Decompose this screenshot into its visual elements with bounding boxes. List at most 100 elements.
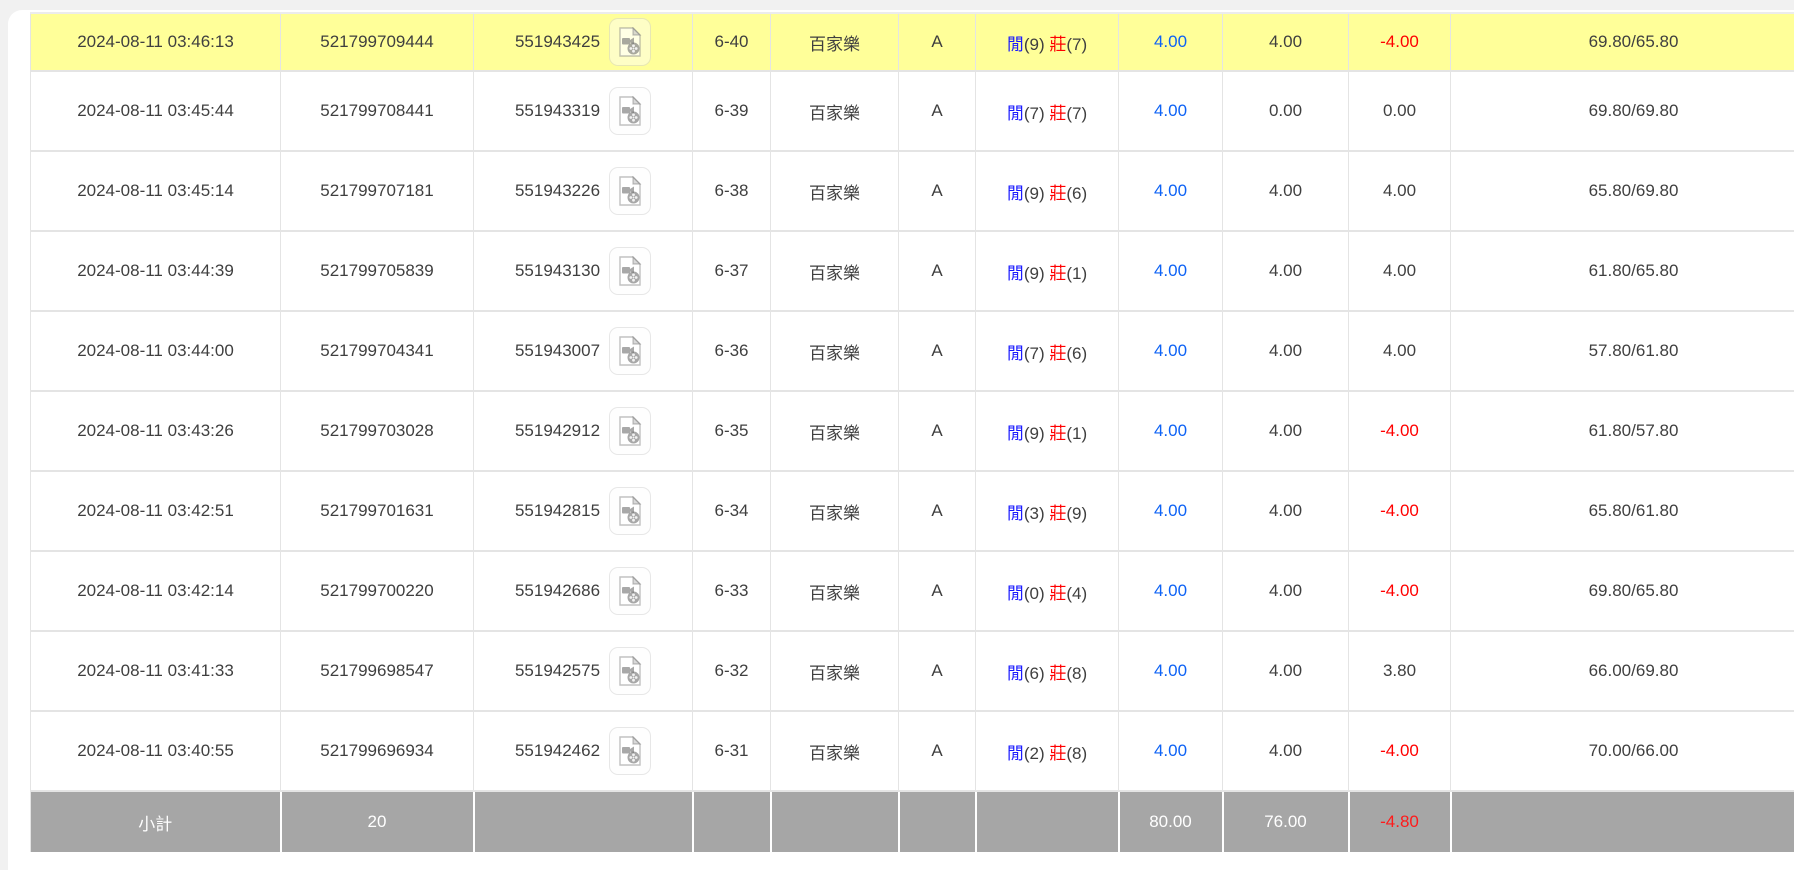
round-code: 6-33	[693, 551, 771, 631]
table-code: A	[899, 391, 976, 471]
player-label: 閒	[1007, 104, 1024, 123]
order-number: 521799703028	[281, 391, 474, 471]
video-file-icon	[618, 176, 642, 206]
round-code: 6-32	[693, 631, 771, 711]
balance: 57.80/61.80	[1451, 311, 1794, 391]
game-number: 551943130	[515, 261, 600, 281]
banker-label: 莊	[1049, 584, 1066, 603]
video-replay-button[interactable]	[609, 647, 651, 695]
round-code: 6-39	[693, 71, 771, 151]
game-number: 551943226	[515, 181, 600, 201]
valid-amount: 4.00	[1223, 631, 1349, 711]
player-points: (9)	[1024, 35, 1045, 54]
banker-points: (8)	[1066, 744, 1087, 763]
bet-time: 2024-08-11 03:46:13	[31, 13, 281, 71]
table-code: A	[899, 711, 976, 791]
video-replay-button[interactable]	[609, 247, 651, 295]
balance: 69.80/65.80	[1451, 551, 1794, 631]
video-file-icon	[618, 336, 642, 366]
banker-points: (1)	[1066, 424, 1087, 443]
result-cell: 閒(6) 莊(8)	[976, 631, 1119, 711]
game-type: 百家樂	[771, 391, 899, 471]
video-replay-button[interactable]	[609, 87, 651, 135]
player-label: 閒	[1007, 664, 1024, 683]
win-loss: -4.00	[1349, 551, 1451, 631]
table-row: 2024-08-11 03:42:14 521799700220 5519426…	[31, 551, 1794, 631]
summary-row-group: 小計 20 80.00 76.00 -4.80	[31, 791, 1794, 852]
win-loss: 4.00	[1349, 231, 1451, 311]
video-replay-button[interactable]	[609, 487, 651, 535]
round-code: 6-36	[693, 311, 771, 391]
banker-points: (9)	[1066, 504, 1087, 523]
table-code: A	[899, 71, 976, 151]
video-replay-button[interactable]	[609, 18, 651, 66]
table-row: 2024-08-11 03:42:51 521799701631 5519428…	[31, 471, 1794, 551]
balance: 65.80/61.80	[1451, 471, 1794, 551]
video-replay-button[interactable]	[609, 407, 651, 455]
game-number: 551942462	[515, 741, 600, 761]
game-number: 551943007	[515, 341, 600, 361]
video-file-icon	[618, 496, 642, 526]
game-number-cell: 551943226	[474, 151, 693, 231]
game-number-cell: 551943425	[474, 13, 693, 71]
game-number-cell: 551942686	[474, 551, 693, 631]
video-replay-button[interactable]	[609, 727, 651, 775]
win-loss: -4.00	[1349, 711, 1451, 791]
table-row: 2024-08-11 03:46:13 521799709444 5519434…	[31, 13, 1794, 71]
table-row: 2024-08-11 03:40:55 521799696934 5519424…	[31, 711, 1794, 791]
table-row: 2024-08-11 03:45:44 521799708441 5519433…	[31, 71, 1794, 151]
valid-amount: 4.00	[1223, 551, 1349, 631]
bet-time: 2024-08-11 03:40:55	[31, 711, 281, 791]
valid-amount: 4.00	[1223, 13, 1349, 71]
game-type: 百家樂	[771, 231, 899, 311]
player-label: 閒	[1007, 344, 1024, 363]
summary-bet-total: 80.00	[1119, 791, 1223, 852]
result-cell: 閒(0) 莊(4)	[976, 551, 1119, 631]
video-file-icon	[618, 96, 642, 126]
game-number-cell: 551943007	[474, 311, 693, 391]
player-points: (3)	[1024, 504, 1045, 523]
banker-points: (1)	[1066, 264, 1087, 283]
bet-amount: 4.00	[1119, 311, 1223, 391]
summary-empty-type	[771, 791, 899, 852]
banker-points: (7)	[1066, 104, 1087, 123]
win-loss: -4.00	[1349, 391, 1451, 471]
video-replay-button[interactable]	[609, 567, 651, 615]
table-code: A	[899, 231, 976, 311]
bet-history-body: 2024-08-11 03:46:13 521799709444 5519434…	[31, 13, 1794, 791]
game-number-cell: 551942575	[474, 631, 693, 711]
bet-amount: 4.00	[1119, 13, 1223, 71]
balance: 69.80/69.80	[1451, 71, 1794, 151]
balance: 61.80/65.80	[1451, 231, 1794, 311]
valid-amount: 0.00	[1223, 71, 1349, 151]
result-cell: 閒(9) 莊(1)	[976, 231, 1119, 311]
banker-label: 莊	[1049, 264, 1066, 283]
video-replay-button[interactable]	[609, 167, 651, 215]
banker-points: (6)	[1066, 184, 1087, 203]
table-row: 2024-08-11 03:41:33 521799698547 5519425…	[31, 631, 1794, 711]
bet-amount: 4.00	[1119, 551, 1223, 631]
balance: 65.80/69.80	[1451, 151, 1794, 231]
round-code: 6-34	[693, 471, 771, 551]
bet-amount: 4.00	[1119, 151, 1223, 231]
player-points: (7)	[1024, 104, 1045, 123]
bet-time: 2024-08-11 03:43:26	[31, 391, 281, 471]
banker-label: 莊	[1049, 504, 1066, 523]
banker-label: 莊	[1049, 35, 1066, 54]
table-code: A	[899, 151, 976, 231]
game-number: 551943319	[515, 101, 600, 121]
game-number: 551942575	[515, 661, 600, 681]
table-row: 2024-08-11 03:44:00 521799704341 5519430…	[31, 311, 1794, 391]
order-number: 521799698547	[281, 631, 474, 711]
video-file-icon	[618, 27, 642, 57]
valid-amount: 4.00	[1223, 311, 1349, 391]
player-label: 閒	[1007, 35, 1024, 54]
video-file-icon	[618, 576, 642, 606]
result-cell: 閒(2) 莊(8)	[976, 711, 1119, 791]
order-number: 521799707181	[281, 151, 474, 231]
win-loss: -4.00	[1349, 13, 1451, 71]
balance: 69.80/65.80	[1451, 13, 1794, 71]
video-replay-button[interactable]	[609, 327, 651, 375]
summary-row: 小計 20 80.00 76.00 -4.80	[31, 791, 1794, 852]
table-code: A	[899, 631, 976, 711]
